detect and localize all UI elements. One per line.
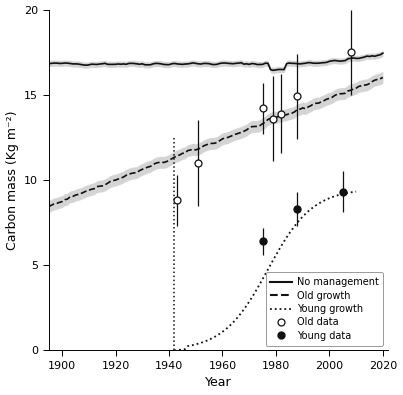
Y-axis label: Carbon mass (Kg m⁻²): Carbon mass (Kg m⁻²) bbox=[6, 110, 19, 250]
Legend: No management, Old growth, Young growth, Old data, Young data: No management, Old growth, Young growth,… bbox=[266, 272, 383, 346]
X-axis label: Year: Year bbox=[205, 376, 232, 389]
